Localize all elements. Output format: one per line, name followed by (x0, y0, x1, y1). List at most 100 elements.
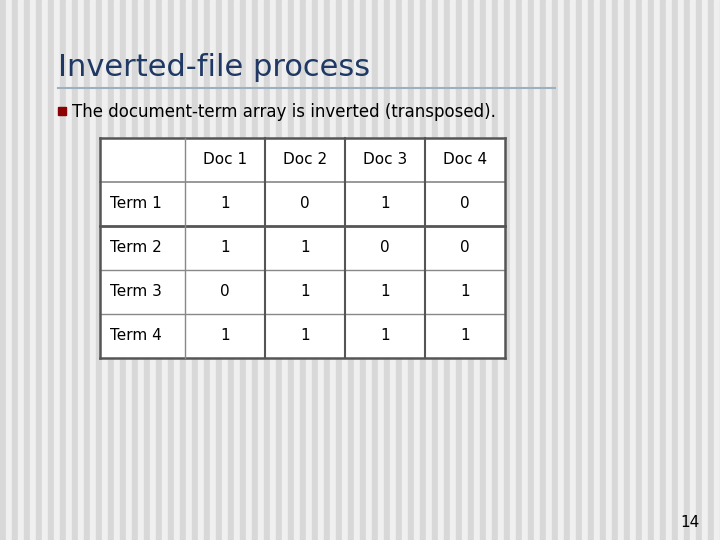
Bar (462, 0, 468, 540)
Text: Term 1: Term 1 (110, 197, 162, 212)
Bar (714, 0, 720, 540)
Bar (306, 0, 312, 540)
Bar (6, 0, 12, 540)
Bar (72, 0, 78, 540)
Bar (672, 0, 678, 540)
Bar (240, 0, 246, 540)
Bar (228, 0, 234, 540)
Text: 0: 0 (380, 240, 390, 255)
Bar (156, 0, 162, 540)
Bar (276, 0, 282, 540)
Bar (606, 0, 612, 540)
Bar (264, 0, 270, 540)
Bar (690, 0, 696, 540)
Bar (354, 0, 360, 540)
Bar (84, 0, 90, 540)
Bar (420, 0, 426, 540)
Text: Term 3: Term 3 (110, 285, 162, 300)
Bar (270, 0, 276, 540)
Bar (564, 0, 570, 540)
Bar (366, 0, 372, 540)
Bar (528, 0, 534, 540)
Bar (402, 0, 408, 540)
Bar (138, 0, 144, 540)
Bar (246, 0, 252, 540)
Text: 1: 1 (220, 197, 230, 212)
Bar (630, 0, 636, 540)
Bar (174, 0, 180, 540)
Bar (702, 0, 708, 540)
Text: 1: 1 (300, 285, 310, 300)
Text: Inverted-file process: Inverted-file process (58, 53, 370, 83)
Text: 1: 1 (380, 285, 390, 300)
Bar (336, 0, 342, 540)
Text: 1: 1 (220, 240, 230, 255)
Bar (300, 0, 306, 540)
Bar (600, 0, 606, 540)
Text: 1: 1 (380, 197, 390, 212)
Bar (618, 0, 624, 540)
Bar (282, 0, 288, 540)
Bar (444, 0, 450, 540)
Bar (126, 0, 132, 540)
Bar (504, 0, 510, 540)
Bar (78, 0, 84, 540)
Text: 14: 14 (680, 515, 700, 530)
Bar (312, 0, 318, 540)
Bar (108, 0, 114, 540)
Bar (42, 0, 48, 540)
Bar (294, 0, 300, 540)
Bar (636, 0, 642, 540)
Bar (516, 0, 522, 540)
Bar (582, 0, 588, 540)
Bar (660, 0, 666, 540)
Bar (594, 0, 600, 540)
Bar (114, 0, 120, 540)
Text: Doc 4: Doc 4 (443, 152, 487, 167)
Bar (180, 0, 186, 540)
Bar (36, 0, 42, 540)
Bar (288, 0, 294, 540)
Bar (168, 0, 174, 540)
Bar (144, 0, 150, 540)
Bar (510, 0, 516, 540)
Bar (24, 0, 30, 540)
Bar (330, 0, 336, 540)
Bar (324, 0, 330, 540)
Bar (708, 0, 714, 540)
Text: 1: 1 (460, 285, 470, 300)
Bar (576, 0, 582, 540)
Bar (438, 0, 444, 540)
Text: Term 2: Term 2 (110, 240, 162, 255)
Bar (54, 0, 60, 540)
Bar (204, 0, 210, 540)
Bar (234, 0, 240, 540)
Bar (474, 0, 480, 540)
Bar (534, 0, 540, 540)
Bar (210, 0, 216, 540)
Text: Doc 3: Doc 3 (363, 152, 407, 167)
Text: 0: 0 (460, 197, 470, 212)
Bar (486, 0, 492, 540)
Bar (58, 107, 66, 115)
Text: Term 4: Term 4 (110, 328, 162, 343)
Text: Doc 2: Doc 2 (283, 152, 327, 167)
Bar (318, 0, 324, 540)
Bar (408, 0, 414, 540)
Bar (666, 0, 672, 540)
Text: 0: 0 (300, 197, 310, 212)
Bar (552, 0, 558, 540)
Bar (588, 0, 594, 540)
Bar (258, 0, 264, 540)
Text: 1: 1 (300, 240, 310, 255)
Bar (612, 0, 618, 540)
Bar (570, 0, 576, 540)
Bar (66, 0, 72, 540)
Bar (696, 0, 702, 540)
Bar (96, 0, 102, 540)
Bar (222, 0, 228, 540)
Text: 1: 1 (220, 328, 230, 343)
Bar (252, 0, 258, 540)
Bar (0, 0, 6, 540)
Bar (684, 0, 690, 540)
